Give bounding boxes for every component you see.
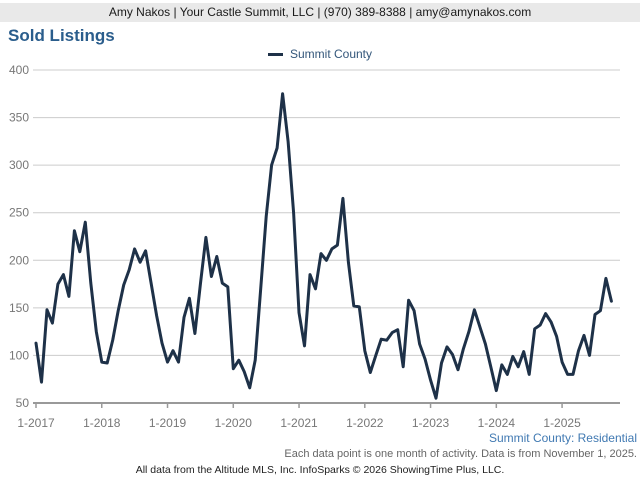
y-tick-label-400: 400 — [9, 63, 29, 77]
x-tick-label-1-2023: 1-2023 — [412, 416, 450, 430]
gridlines — [33, 69, 620, 356]
footer-attribution: All data from the Altitude MLS, Inc. Inf… — [135, 464, 505, 476]
y-tick-label-150: 150 — [9, 301, 29, 315]
y-axis-labels: 400 350 300 250 200 150 100 50 — [9, 63, 29, 410]
x-axis-labels: 1-2017 1-2018 1-2019 1-2020 1-2021 1-2022 1-20… — [17, 416, 581, 430]
y-tick-label-250: 250 — [9, 206, 29, 220]
y-tick-label-200: 200 — [9, 253, 29, 267]
page-title: Sold Listings — [8, 26, 115, 45]
x-tick-label-1-2017: 1-2017 — [17, 416, 55, 430]
x-axis — [33, 401, 620, 408]
chart-legend: Summit County — [0, 46, 640, 62]
x-tick-label-1-2024: 1-2024 — [478, 416, 516, 430]
contact-line: Amy Nakos | Your Castle Summit, LLC | (9… — [108, 5, 532, 19]
x-tick-label-1-2020: 1-2020 — [215, 416, 253, 430]
x-tick-label-1-2022: 1-2022 — [346, 416, 384, 430]
legend-label: Summit County — [289, 47, 373, 61]
x-tick-label-1-2018: 1-2018 — [83, 416, 121, 430]
header-bar: Amy Nakos | Your Castle Summit, LLC | (9… — [0, 3, 640, 22]
footer-region-label: Summit County: Residential — [488, 431, 637, 445]
legend-line-swatch — [267, 52, 283, 56]
footer-note: Each data point is one month of activity… — [284, 448, 637, 460]
y-tick-label-300: 300 — [9, 158, 29, 172]
x-tick-label-1-2019: 1-2019 — [149, 416, 187, 430]
summit-county-series-line — [34, 92, 613, 400]
y-tick-label-100: 100 — [9, 348, 29, 362]
x-tick-label-1-2021: 1-2021 — [280, 416, 318, 430]
y-tick-label-350: 350 — [9, 111, 29, 125]
x-tick-label-1-2025: 1-2025 — [543, 416, 581, 430]
y-tick-label-50: 50 — [16, 396, 30, 410]
